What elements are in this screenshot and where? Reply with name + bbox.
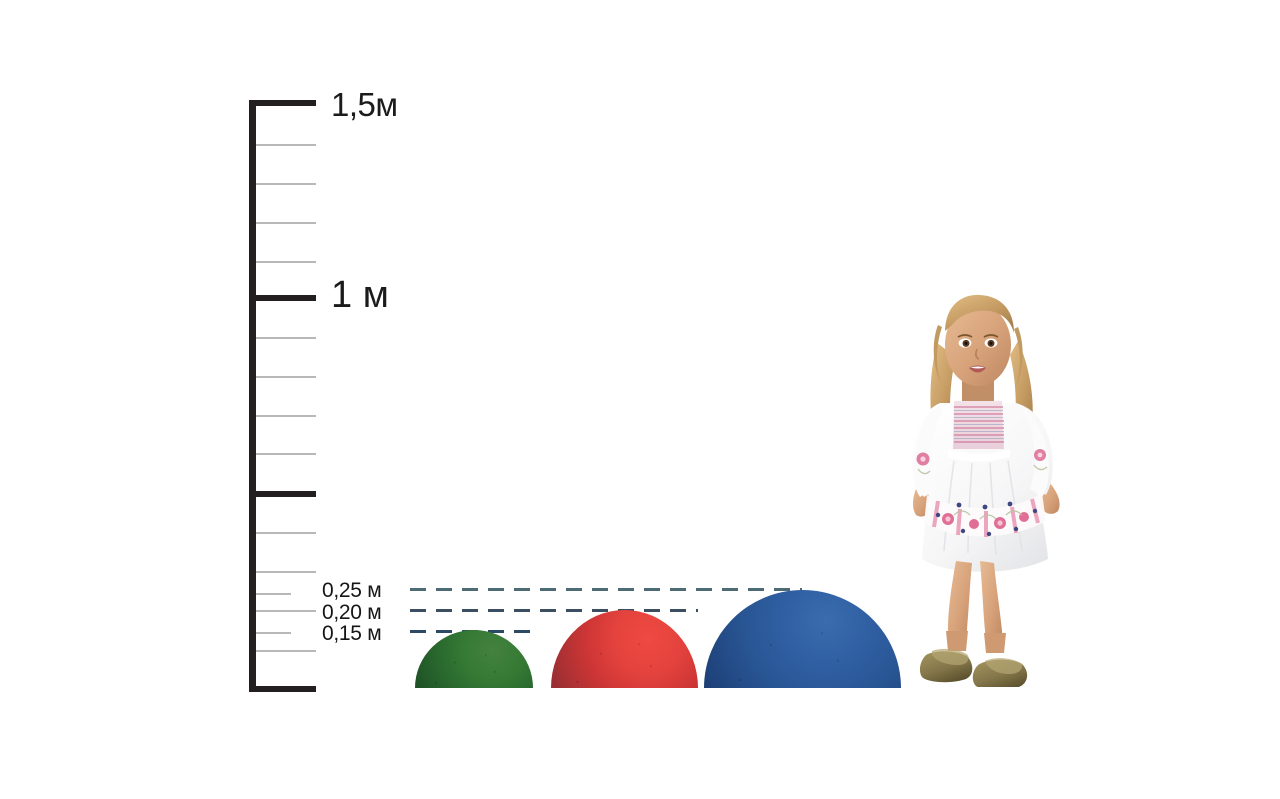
ruler-label-1-5m: 1,5м [331,86,398,123]
shoes [919,648,1028,687]
ruler-tick-0-15m [256,650,316,652]
measurement-label-0-20m: 0,20 м [322,601,382,624]
measurement-label-0-15m: 0,15 м [322,622,382,645]
blue-dome-texture [704,590,901,688]
green-dome-surface [415,630,533,688]
dress [912,401,1053,572]
head [933,294,1023,386]
child-figure [890,283,1095,687]
ruler-tick-0-20m [256,632,291,634]
ruler-tick-1-4m [256,144,316,146]
red-dome-texture [551,610,698,688]
ruler-tick-1-2m [256,222,316,224]
ruler-major-tick-1-5m [249,100,316,106]
ruler-tick-1-3m [256,183,316,185]
ruler-spine [249,100,256,692]
ruler-tick-0-7m [256,415,316,417]
ruler-major-tick-0-5m [249,491,316,497]
ruler-tick-0-35m [256,571,316,573]
ruler-tick-0-25m [256,610,316,612]
sleeve-flowers [916,449,1048,475]
ruler-tick-1-1m [256,261,316,263]
legs [946,561,1006,653]
floral-border [924,493,1046,537]
green-dome-texture [415,630,533,688]
ruler-tick-0-6m [256,453,316,455]
bodice-smocking [954,406,1004,443]
hair-front [945,294,1014,333]
ruler-tick-0-45m [256,532,316,534]
ruler-major-tick-1m [249,295,316,301]
measurement-dashed-line-0-20m [410,609,698,612]
ruler-baseline [249,686,316,692]
red-dome-surface [551,610,698,688]
ruler-tick-0-9m [256,337,316,339]
measurement-label-0-25m: 0,25 м [322,579,382,602]
blue-dome [704,590,901,688]
green-dome [415,630,533,688]
blue-dome-surface [704,590,901,688]
measurement-dashed-line-0-25m [410,588,802,591]
ruler-label-1m: 1 м [331,274,389,316]
red-dome [551,610,698,688]
ruler-tick-0-30m [256,593,291,595]
ruler-tick-0-8m [256,376,316,378]
